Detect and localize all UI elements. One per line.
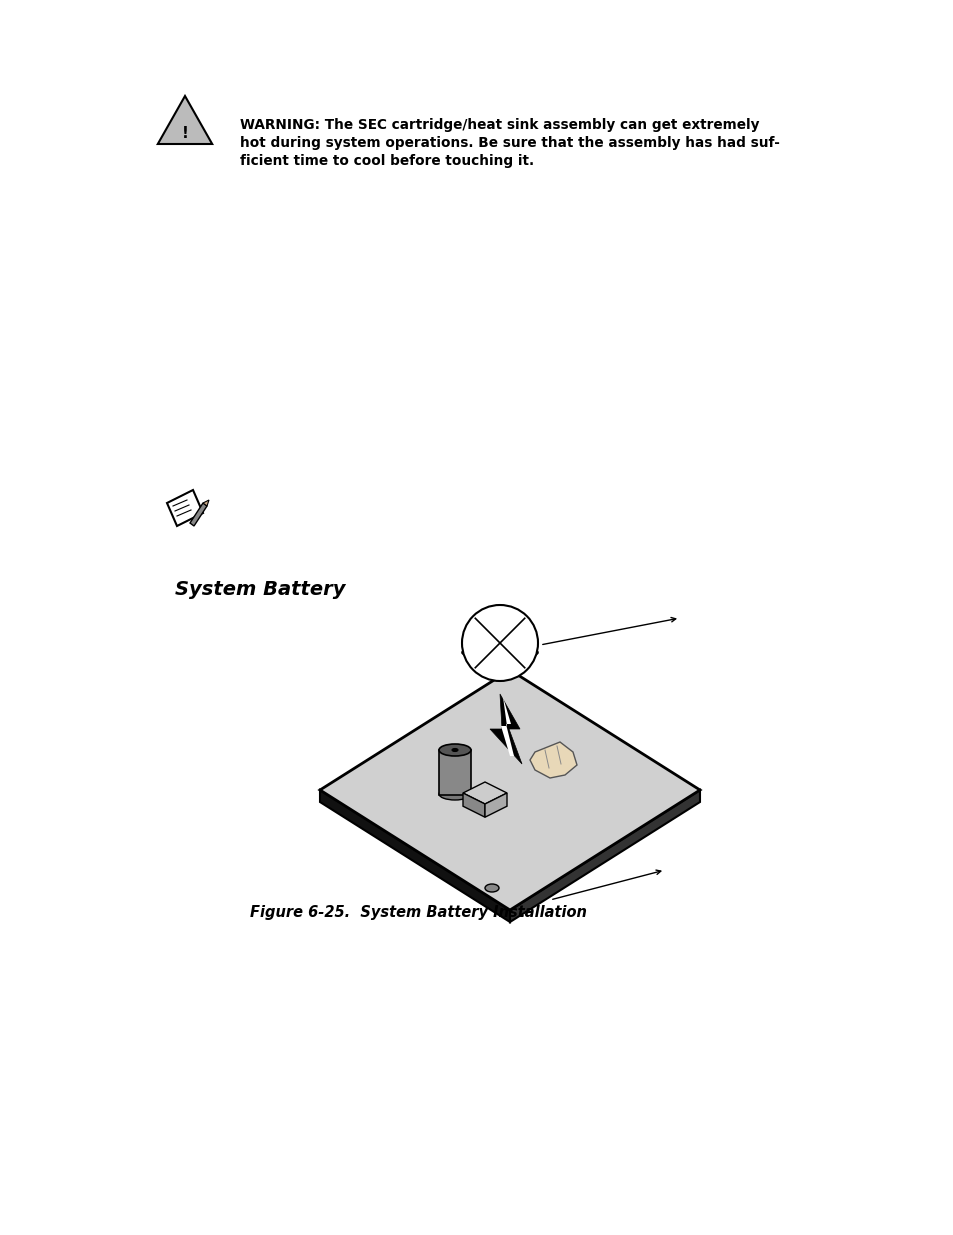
Ellipse shape [461,646,537,659]
Ellipse shape [438,788,471,800]
Polygon shape [319,671,700,910]
Text: hot during system operations. Be sure that the assembly has had suf-: hot during system operations. Be sure th… [240,136,779,149]
Polygon shape [203,500,209,506]
Ellipse shape [452,748,457,752]
Ellipse shape [438,743,471,756]
Polygon shape [500,697,514,756]
Circle shape [461,605,537,680]
Polygon shape [462,782,506,804]
Text: ficient time to cool before touching it.: ficient time to cool before touching it. [240,154,534,168]
Polygon shape [190,503,207,526]
Ellipse shape [484,884,498,892]
Polygon shape [530,742,577,778]
FancyBboxPatch shape [438,750,471,795]
Polygon shape [484,793,506,818]
Text: WARNING: The SEC cartridge/heat sink assembly can get extremely: WARNING: The SEC cartridge/heat sink ass… [240,119,759,132]
Polygon shape [157,96,212,144]
Polygon shape [462,793,484,818]
Text: System Battery: System Battery [174,580,345,599]
Polygon shape [167,490,203,526]
Polygon shape [510,790,700,923]
Text: Figure 6-25.  System Battery Installation: Figure 6-25. System Battery Installation [250,905,586,920]
Polygon shape [490,694,521,764]
Text: !: ! [181,126,189,142]
Polygon shape [319,790,510,923]
